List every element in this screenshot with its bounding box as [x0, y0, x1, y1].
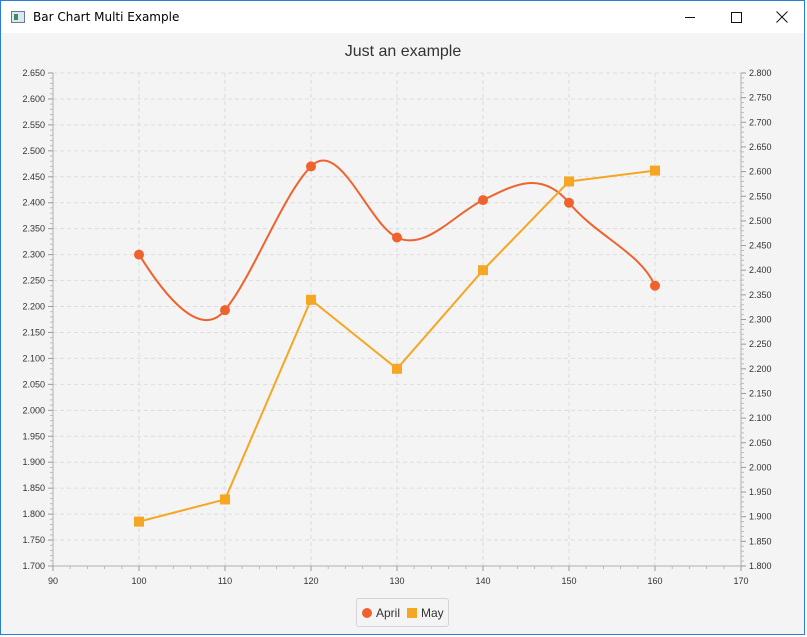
y-right-tick-label: 2.150 [749, 388, 772, 398]
maximize-icon [730, 11, 742, 23]
x-tick-label: 90 [48, 576, 58, 586]
data-point-april [220, 305, 230, 316]
axes: 90 100 110 120 130 140 150 160 170 1.700 1.750 1.80… [22, 68, 771, 586]
y-right-tick-label: 2.750 [749, 93, 772, 103]
y-left-tick-label: 2.300 [22, 250, 45, 260]
y-right-tick-label: 2.800 [749, 68, 772, 78]
app-icon [11, 11, 25, 23]
y-left-tick-label: 2.450 [22, 172, 45, 182]
y-right-tick-label: 2.650 [749, 142, 772, 152]
y-left-tick-label: 1.850 [22, 483, 45, 493]
legend-may-marker [407, 608, 417, 618]
y-right-tick-label: 2.550 [749, 191, 772, 201]
data-point-may [564, 176, 574, 187]
x-tick-label: 160 [647, 576, 662, 586]
legend-item-april[interactable]: April [362, 606, 400, 620]
data-point-may [220, 494, 230, 505]
y-right-tick-label: 2.000 [749, 462, 772, 472]
y-right-tick-label: 2.700 [749, 117, 772, 127]
data-point-april [564, 197, 574, 208]
y-left-tick-label: 2.400 [22, 198, 45, 208]
y-right-tick-label: 1.900 [749, 512, 772, 522]
legend-april-marker [362, 608, 372, 618]
legend: April May [356, 598, 449, 627]
minimize-button[interactable] [667, 1, 713, 33]
y-right-tick-label: 2.350 [749, 290, 772, 300]
y-right-tick-label: 2.500 [749, 216, 772, 226]
y-right-tick-label: 2.250 [749, 339, 772, 349]
y-left-tick-label: 2.150 [22, 327, 45, 337]
data-point-may [650, 165, 660, 176]
data-point-may [392, 363, 402, 374]
maximize-button[interactable] [713, 1, 759, 33]
y-right-tick-label: 2.300 [749, 315, 772, 325]
legend-april-label: April [376, 606, 401, 620]
y-left-tick-label: 1.950 [22, 431, 45, 441]
y-left-tick-label: 2.350 [22, 224, 45, 234]
data-point-april [134, 249, 144, 260]
y-left-tick-label: 1.700 [22, 561, 45, 571]
x-tick-label: 130 [389, 576, 404, 586]
y-right-tick-label: 2.200 [749, 364, 772, 374]
series [134, 159, 660, 527]
y-right-tick-label: 2.600 [749, 167, 772, 177]
y-left-tick-label: 2.000 [22, 405, 45, 415]
data-point-may [134, 516, 144, 527]
x-tick-label: 120 [303, 576, 318, 586]
data-point-may [306, 294, 316, 305]
x-tick-label: 170 [733, 576, 748, 586]
y-right-tick-label: 2.100 [749, 413, 772, 423]
y-right-tick-label: 2.400 [749, 265, 772, 275]
close-button[interactable] [759, 1, 805, 33]
close-icon [776, 11, 788, 23]
y-left-tick-label: 2.100 [22, 353, 45, 363]
y-left-tick-label: 2.500 [22, 146, 45, 156]
x-tick-label: 150 [561, 576, 576, 586]
y-right-tick-label: 1.850 [749, 536, 772, 546]
data-point-april [392, 232, 402, 243]
x-tick-label: 140 [475, 576, 490, 586]
title-bar[interactable]: Bar Chart Multi Example [1, 1, 804, 33]
data-point-april [650, 280, 660, 291]
y-right-tick-label: 1.800 [749, 561, 772, 571]
y-right-tick-label: 2.450 [749, 241, 772, 251]
data-point-april [478, 195, 488, 206]
x-tick-label: 110 [218, 576, 232, 586]
minimize-icon [685, 16, 695, 18]
y-right-tick-label: 1.950 [749, 487, 772, 497]
line-chart: Just an example 90 100 110 120 130 140 150 160 1… [22, 43, 771, 586]
data-point-may [478, 265, 488, 276]
window-title: Bar Chart Multi Example [33, 10, 180, 24]
legend-item-may[interactable]: May [407, 606, 444, 620]
y-left-tick-label: 2.600 [22, 94, 45, 104]
y-right-tick-label: 2.050 [749, 438, 772, 448]
y-left-tick-label: 2.550 [22, 120, 45, 130]
x-tick-label: 100 [131, 576, 146, 586]
legend-may-label: May [421, 606, 444, 620]
y-left-tick-label: 2.200 [22, 302, 45, 312]
y-left-tick-label: 2.650 [22, 68, 45, 78]
y-left-tick-label: 1.900 [22, 457, 45, 467]
y-left-tick-label: 2.250 [22, 276, 45, 286]
grid [52, 72, 742, 567]
y-left-tick-label: 1.750 [22, 535, 45, 545]
chart-title: Just an example [345, 43, 462, 60]
data-point-april [306, 161, 316, 172]
y-left-tick-label: 2.050 [22, 379, 45, 389]
y-left-tick-label: 1.800 [22, 509, 45, 519]
